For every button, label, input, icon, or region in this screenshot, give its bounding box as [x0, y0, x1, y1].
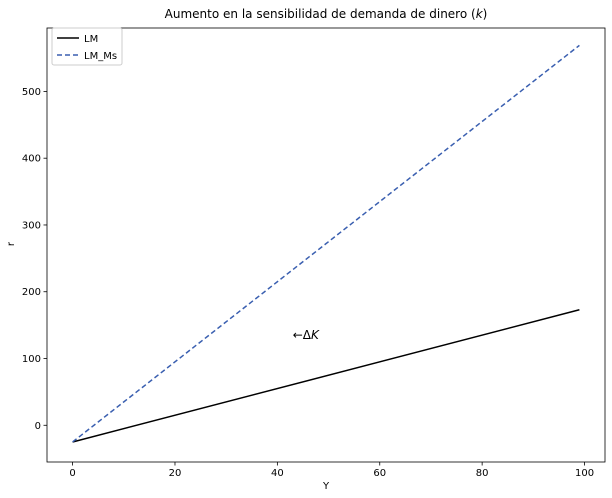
y-tick-label: 400	[22, 154, 41, 165]
x-tick-label: 0	[69, 468, 75, 479]
y-tick-label: 100	[22, 354, 41, 365]
x-tick-label: 40	[271, 468, 284, 479]
legend: LM LM_Ms	[51, 27, 123, 66]
x-tick-label: 20	[169, 468, 182, 479]
title-variable: k	[476, 7, 484, 21]
y-tick-label: 500	[22, 87, 41, 98]
plot-frame	[46, 27, 606, 463]
chart-title: Aumento en la sensibilidad de demanda de…	[165, 7, 488, 21]
x-tick-label: 60	[373, 468, 386, 479]
series-line-lm	[72, 309, 580, 443]
x-tick-label: 80	[476, 468, 489, 479]
delta-k-annotation: ←ΔK	[293, 328, 320, 342]
x-tick-label: 100	[575, 468, 594, 479]
plot-area: 0 20 40 60 80 100 0 100 200 300 400 500	[22, 27, 606, 479]
y-tick-label: 300	[22, 220, 41, 231]
y-axis-label: r	[6, 241, 17, 246]
y-tick-label: 200	[22, 287, 41, 298]
annotation-variable: K	[311, 328, 320, 342]
series-line-lm-ms	[72, 44, 580, 443]
legend-label-lm-ms: LM_Ms	[84, 51, 117, 62]
y-tick-label: 0	[35, 421, 41, 432]
x-axis-label: Y	[322, 481, 330, 492]
legend-label-lm: LM	[84, 34, 98, 45]
